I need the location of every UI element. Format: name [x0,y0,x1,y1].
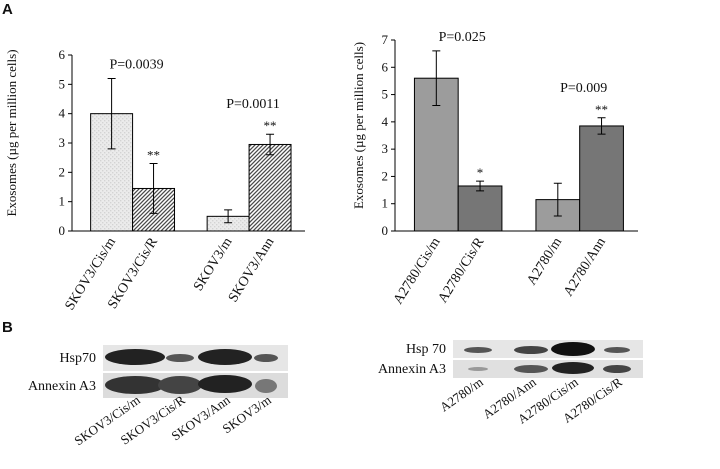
p-value: P=0.009 [560,81,607,96]
p-value: P=0.0011 [226,97,280,112]
y-tick-label: 7 [382,32,389,47]
error-bar [107,77,116,150]
y-tick-label: 6 [382,59,389,74]
panel-label: B [2,319,13,336]
significance-label: ** [595,102,608,117]
x-tick-label: A2780/Cis/R [436,235,488,306]
blot-row-label: Annexin A3 [28,379,96,394]
error-bar [224,209,233,224]
blot-right [453,340,643,378]
blot-row-label: Annexin A3 [378,362,446,377]
blot-row-label: Hsp70 [59,351,96,366]
x-tick-label: A2780/m [524,235,565,288]
y-axis-label: Exosomes (µg per million cells) [4,49,19,216]
y-tick-label: 5 [382,87,389,102]
y-tick-label: 0 [59,223,66,238]
bar [579,125,624,232]
error-bar [476,180,485,192]
error-bar [266,133,275,156]
significance-label: ** [147,148,160,163]
significance-label: ** [264,118,277,133]
error-bar [597,117,606,135]
blot-row-label: Hsp 70 [406,342,446,357]
y-tick-label: 2 [382,168,389,183]
error-bar [432,50,441,106]
error-bar [149,163,158,214]
error-bar [553,182,562,217]
y-tick-label: 5 [59,76,66,91]
p-value: P=0.025 [439,30,486,45]
y-tick-label: 4 [382,114,389,129]
y-axis-label: Exosomes (µg per million cells) [351,42,366,209]
y-tick-label: 3 [59,135,66,150]
significance-label: * [477,165,484,180]
y-tick-label: 6 [59,47,66,62]
y-tick-label: 1 [382,196,389,211]
y-tick-label: 2 [59,164,66,179]
x-tick-label: A2780/Ann [561,235,609,299]
y-tick-label: 1 [59,194,66,209]
blot-lane-label: A2780/m [437,374,486,414]
y-tick-label: 3 [382,141,389,156]
blot-left [103,345,288,398]
x-tick-label: SKOV3/m [191,235,236,294]
panel-label: A [2,1,13,18]
y-tick-label: 0 [382,223,389,238]
p-value: P=0.0039 [109,57,163,72]
bar [248,143,292,232]
y-tick-label: 4 [59,106,66,121]
bar [413,77,459,232]
bar [457,185,503,232]
